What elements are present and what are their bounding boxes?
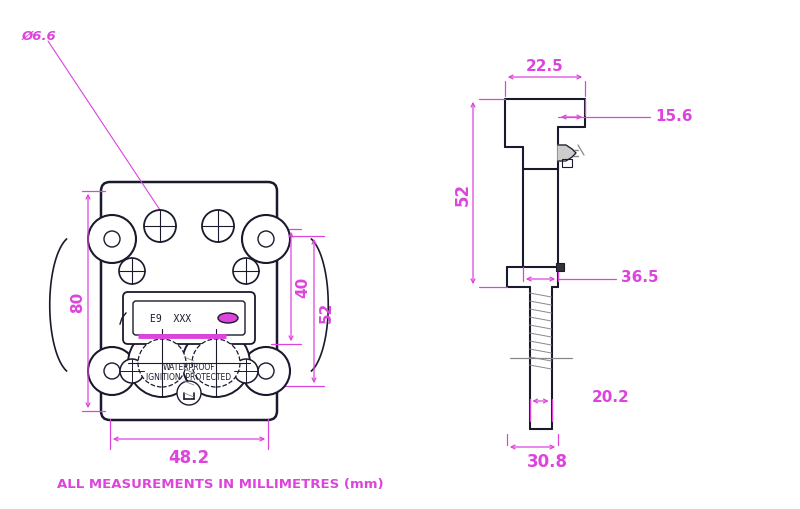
Text: Ø6.6: Ø6.6 xyxy=(22,30,57,43)
Circle shape xyxy=(120,359,144,383)
Circle shape xyxy=(234,359,258,383)
Circle shape xyxy=(258,232,274,247)
Ellipse shape xyxy=(218,314,238,323)
Circle shape xyxy=(177,381,201,405)
Bar xyxy=(562,160,572,167)
Circle shape xyxy=(104,363,120,379)
Circle shape xyxy=(233,259,259,285)
Text: 36.5: 36.5 xyxy=(621,270,658,285)
Circle shape xyxy=(258,363,274,379)
Text: 20.2: 20.2 xyxy=(591,390,630,405)
Circle shape xyxy=(119,259,145,285)
Text: 30.8: 30.8 xyxy=(527,452,568,470)
Circle shape xyxy=(202,211,234,242)
Circle shape xyxy=(88,216,136,264)
Text: WATERPROOF: WATERPROOF xyxy=(162,362,215,371)
Circle shape xyxy=(192,340,240,387)
Text: 52: 52 xyxy=(318,301,334,322)
FancyBboxPatch shape xyxy=(133,301,245,335)
Text: 40: 40 xyxy=(295,276,310,298)
Circle shape xyxy=(104,232,120,247)
FancyBboxPatch shape xyxy=(101,183,277,420)
Circle shape xyxy=(144,211,176,242)
Circle shape xyxy=(182,329,250,397)
Text: 52: 52 xyxy=(454,182,472,205)
Text: 48.2: 48.2 xyxy=(169,448,210,466)
Circle shape xyxy=(138,340,186,387)
FancyBboxPatch shape xyxy=(123,293,255,344)
Circle shape xyxy=(128,329,196,397)
Polygon shape xyxy=(558,146,576,162)
Text: IGNITION  PROTECTED: IGNITION PROTECTED xyxy=(146,373,231,382)
Circle shape xyxy=(242,216,290,264)
Text: E9  XXX: E9 XXX xyxy=(150,314,191,323)
Text: ALL MEASUREMENTS IN MILLIMETRES (mm): ALL MEASUREMENTS IN MILLIMETRES (mm) xyxy=(57,477,383,491)
Circle shape xyxy=(242,347,290,395)
Bar xyxy=(556,264,564,271)
Circle shape xyxy=(88,347,136,395)
Text: 80: 80 xyxy=(70,291,86,312)
Text: 15.6: 15.6 xyxy=(655,108,693,123)
Text: 22.5: 22.5 xyxy=(526,59,564,73)
